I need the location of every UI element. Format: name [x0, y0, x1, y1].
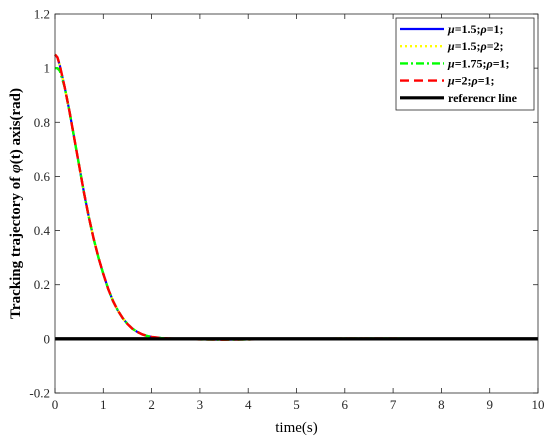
series-line-2: [55, 66, 538, 341]
ticks: 0 1 2 3 4 5 6 7 8 9 10-0.200.20.40.60.811.2: [29, 7, 544, 413]
series-lines: [54, 53, 538, 341]
x-tick-label-1: 1: [100, 397, 107, 412]
x-tick-label-4: 4: [245, 397, 252, 412]
y-axis-label: Tracking trajectory of φ(t) axis(rad): [8, 88, 24, 319]
y-tick-label-4: 0.6: [34, 169, 51, 184]
y-axis-label-prefix: Tracking trajectory of: [8, 173, 24, 319]
legend-label-3: μ=2;ρ=1;: [447, 74, 495, 88]
y-axis-label-suffix: (t) axis(rad): [8, 88, 24, 164]
x-tick-label-5: 5: [293, 397, 300, 412]
x-tick-label-8: 8: [438, 397, 445, 412]
x-tick-label-0: 0: [52, 397, 59, 412]
legend-label-4: referencr line: [448, 91, 518, 105]
legend-label-2: μ=1.75;ρ=1;: [447, 56, 510, 70]
legend-label-1: μ=1.5;ρ=2;: [447, 39, 504, 53]
y-tick-label-7: 1.2: [34, 7, 50, 22]
x-tick-label-3: 3: [197, 397, 204, 412]
x-tick-label-6: 6: [342, 397, 349, 412]
x-tick-label-9: 9: [486, 397, 493, 412]
legend: μ=1.5;ρ=1; μ=1.5;ρ=2; μ=1.75;ρ=1; μ=2;ρ=1; r…: [395, 17, 535, 111]
legend-label-0: μ=1.5;ρ=1;: [447, 22, 504, 36]
y-tick-label-3: 0.4: [34, 223, 51, 238]
y-tick-label-2: 0.2: [34, 277, 50, 292]
y-tick-label-6: 1: [44, 61, 51, 76]
y-tick-label-0: -0.2: [29, 386, 50, 401]
x-axis-label: time(s): [275, 420, 318, 436]
y-tick-label-5: 0.8: [34, 115, 50, 130]
y-axis-label-symbol: φ: [8, 164, 24, 173]
axes-box: [54, 13, 539, 394]
x-tick-label-2: 2: [148, 397, 155, 412]
x-tick-label-10: 10: [532, 397, 545, 412]
x-tick-label-7: 7: [390, 397, 397, 412]
y-tick-label-1: 0: [44, 331, 51, 346]
